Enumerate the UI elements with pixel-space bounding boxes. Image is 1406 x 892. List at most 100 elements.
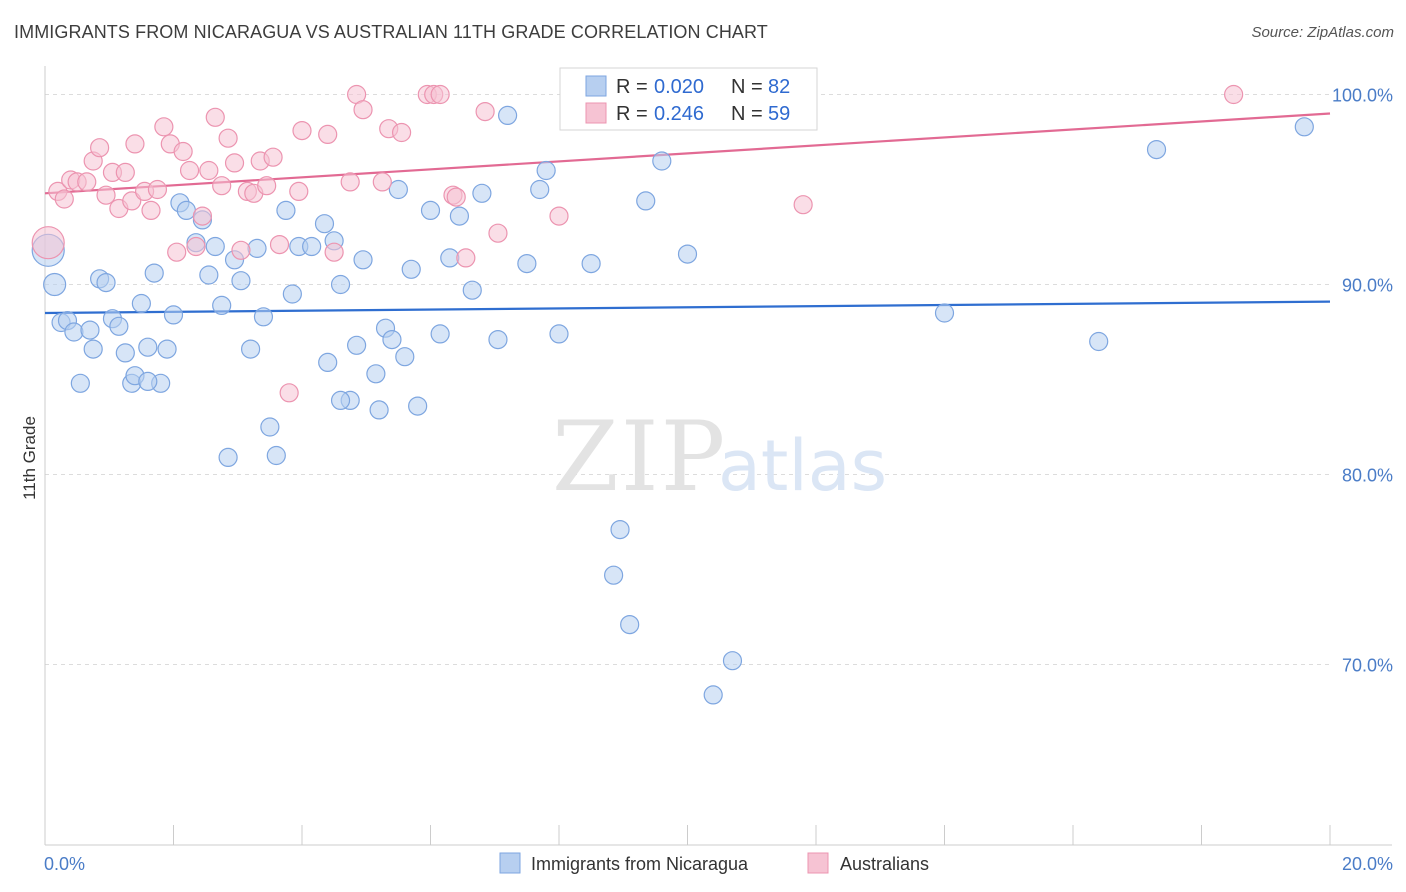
point-blue-39 <box>302 236 322 257</box>
axes <box>44 66 1392 846</box>
point-blue-22 <box>176 200 196 220</box>
point-blue-17 <box>144 263 164 283</box>
point-pink-28 <box>224 153 245 173</box>
legend-n-value-pink: 59 <box>768 103 790 125</box>
point-blue-25 <box>199 265 219 285</box>
point-blue-19 <box>157 339 177 359</box>
legend-n-label-blue: N = <box>731 76 763 98</box>
point-blue-28 <box>218 447 238 467</box>
point-pink-13 <box>125 134 145 154</box>
y-tick-label-2: 90.0% <box>1342 276 1393 296</box>
point-blue-77 <box>1089 331 1109 352</box>
bottom-legend-swatch-blue <box>499 852 521 874</box>
point-pink-22 <box>186 236 206 257</box>
point-pink-39 <box>318 124 338 144</box>
point-pink-15 <box>141 200 161 220</box>
point-pink-8 <box>96 185 116 205</box>
point-blue-4 <box>64 322 84 342</box>
y-tick-label-3: 100.0% <box>1332 86 1393 106</box>
point-blue-81 <box>330 390 351 410</box>
point-blue-75 <box>722 651 743 671</box>
point-pink-29 <box>231 240 251 260</box>
point-pink-57 <box>793 195 813 215</box>
point-pink-46 <box>391 122 412 143</box>
point-blue-74 <box>703 685 723 705</box>
point-blue-78 <box>1146 140 1167 160</box>
point-pink-38 <box>292 121 312 141</box>
point-blue-65 <box>536 160 556 181</box>
series-blue <box>31 105 1314 705</box>
point-blue-55 <box>420 200 441 220</box>
point-blue-57 <box>440 248 460 268</box>
y-axis-label: 11th Grade <box>20 416 39 500</box>
point-blue-54 <box>408 396 428 416</box>
point-blue-72 <box>652 151 672 171</box>
point-blue-76 <box>934 303 955 323</box>
point-pink-20 <box>173 141 193 162</box>
point-pink-41 <box>340 172 360 192</box>
legend-swatch-pink <box>585 102 607 124</box>
point-pink-54 <box>488 223 508 243</box>
point-blue-34 <box>260 417 280 437</box>
gridlines <box>45 94 1330 665</box>
point-blue-53 <box>401 259 421 279</box>
watermark-zip: ZIP <box>552 401 727 513</box>
point-blue-69 <box>604 565 624 585</box>
point-pink-55 <box>549 206 569 226</box>
point-blue-12 <box>115 343 135 363</box>
y-tick-label-1: 80.0% <box>1342 466 1393 486</box>
point-blue-36 <box>276 200 296 220</box>
point-pink-24 <box>199 160 219 181</box>
point-pink-52 <box>456 248 476 268</box>
point-blue-52 <box>395 347 415 367</box>
point-blue-58 <box>449 206 470 226</box>
point-blue-48 <box>369 400 389 420</box>
legend-r-value-pink: 0.246 <box>654 103 704 125</box>
bottom-legend-label-blue: Immigrants from Nicaragua <box>531 854 749 874</box>
point-blue-66 <box>549 324 569 344</box>
point-pink-2 <box>54 189 74 209</box>
point-blue-15 <box>131 293 151 314</box>
point-blue-70 <box>620 614 640 635</box>
point-blue-45 <box>347 335 367 355</box>
point-blue-32 <box>247 238 267 258</box>
point-pink-25 <box>205 107 225 127</box>
point-blue-9 <box>96 273 116 293</box>
point-pink-40 <box>324 242 344 262</box>
point-pink-21 <box>179 160 200 181</box>
point-blue-63 <box>517 254 537 274</box>
point-blue-64 <box>530 179 550 200</box>
x-tick-label-max: 20.0% <box>1342 854 1393 874</box>
point-pink-51 <box>446 187 466 207</box>
point-blue-56 <box>430 324 450 344</box>
point-pink-37 <box>289 181 309 201</box>
point-pink-26 <box>212 176 232 196</box>
chart-title: IMMIGRANTS FROM NICARAGUA VS AUSTRALIAN … <box>14 22 768 42</box>
point-blue-16 <box>138 337 158 357</box>
legend-swatch-blue <box>585 75 607 97</box>
point-blue-43 <box>330 274 351 295</box>
point-pink-5 <box>77 172 97 192</box>
point-blue-7 <box>83 339 103 359</box>
point-blue-62 <box>498 105 518 126</box>
point-blue-33 <box>253 307 274 327</box>
point-blue-40 <box>314 214 335 234</box>
point-blue-51 <box>388 179 408 200</box>
point-pink-0 <box>31 226 65 260</box>
point-blue-30 <box>231 271 251 291</box>
point-blue-1 <box>43 272 67 297</box>
point-blue-59 <box>462 280 482 300</box>
point-pink-36 <box>279 383 299 403</box>
point-blue-6 <box>80 320 100 340</box>
point-blue-5 <box>70 373 90 393</box>
point-pink-19 <box>167 242 187 262</box>
point-pink-58 <box>1224 84 1244 105</box>
scatter-points <box>31 84 1314 705</box>
point-pink-33 <box>257 176 277 196</box>
point-pink-7 <box>90 138 110 158</box>
point-blue-31 <box>241 339 261 359</box>
point-blue-47 <box>366 364 386 384</box>
point-blue-73 <box>677 244 698 264</box>
point-blue-27 <box>212 295 232 315</box>
watermark: ZIP atlas <box>552 401 887 513</box>
